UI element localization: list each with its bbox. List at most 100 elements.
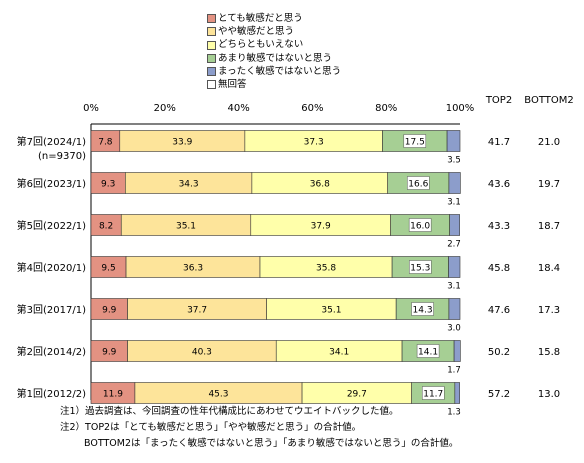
bottom2-value: 18.7 xyxy=(538,221,560,232)
legend-swatch xyxy=(207,27,216,37)
top2-value: 50.2 xyxy=(488,347,510,358)
bar-segment xyxy=(446,130,461,152)
category-label: 第3回(2017/1) xyxy=(17,303,86,316)
data-label: 34.1 xyxy=(329,348,349,358)
legend-item: とても敏感だと思う xyxy=(207,12,341,25)
top2-value: 43.3 xyxy=(488,221,510,232)
data-label: 9.3 xyxy=(101,180,115,190)
legend: とても敏感だと思う やや敏感だと思う どちらともいえない あまり敏感ではないと思… xyxy=(207,12,341,91)
data-label: 3.1 xyxy=(447,198,461,208)
data-label: 36.3 xyxy=(183,264,203,274)
data-label: 37.3 xyxy=(304,138,324,148)
footnote: BOTTOM2は「まったく敏感ではないと思う」「あまり敏感ではないと思う」の合計… xyxy=(84,438,459,449)
data-label-box xyxy=(408,218,432,232)
x-tick-label: 60% xyxy=(301,103,323,114)
data-label: 15.3 xyxy=(410,264,430,274)
bar-segment xyxy=(453,340,461,362)
category-label: 第7回(2024/1) xyxy=(17,135,86,148)
top2-value: 57.2 xyxy=(488,389,510,400)
legend-label: やや敏感だと思う xyxy=(218,26,295,38)
legend-label: 無回答 xyxy=(218,79,247,91)
category-label: 第1回(2012/2) xyxy=(17,387,86,400)
bottom2-value: 15.8 xyxy=(538,347,560,358)
legend-swatch xyxy=(207,53,216,63)
data-label: 11.7 xyxy=(423,390,443,400)
legend-item: まったく敏感ではないと思う xyxy=(207,65,341,78)
x-tick-label: 40% xyxy=(227,103,249,114)
data-label-box xyxy=(411,302,434,316)
data-label: 3.1 xyxy=(447,282,461,292)
data-label: 45.3 xyxy=(208,390,228,400)
data-label: 34.3 xyxy=(179,180,199,190)
bottom2-value: 17.3 xyxy=(538,305,560,316)
x-tick-label: 20% xyxy=(154,103,176,114)
data-label: 14.3 xyxy=(413,306,433,316)
data-label: 35.1 xyxy=(176,222,196,232)
bar-segment xyxy=(448,298,461,320)
bar-segment xyxy=(448,256,461,278)
legend-item: 無回答 xyxy=(207,78,341,91)
bottom2-value: 13.0 xyxy=(538,389,560,400)
data-label-box xyxy=(416,344,440,358)
data-label-box xyxy=(407,176,430,190)
legend-swatch xyxy=(207,14,216,24)
top2-value: 47.6 xyxy=(488,305,510,316)
top2-value: 45.8 xyxy=(488,263,510,274)
data-label: 9.9 xyxy=(102,348,117,358)
data-label: 33.9 xyxy=(172,138,192,148)
footnote: 注1）過去調査は、今回調査の性年代構成比にあわせてウエイトバックした値。 xyxy=(60,406,399,417)
footnote: 注2）TOP2は「とても敏感だと思う」「やや敏感だと思う」の合計値。 xyxy=(60,422,362,433)
data-label-box xyxy=(403,134,427,148)
data-label: 9.5 xyxy=(101,264,115,274)
legend-label: とても敏感だと思う xyxy=(218,13,303,24)
data-label-box xyxy=(421,386,445,400)
data-label: 40.3 xyxy=(192,348,212,358)
legend-label: あまり敏感ではないと思う xyxy=(218,52,333,64)
bottom2-value: 18.4 xyxy=(538,263,560,274)
data-label: 16.6 xyxy=(408,180,428,190)
top2-header: TOP2 xyxy=(485,95,512,106)
legend-label: まったく敏感ではないと思う xyxy=(218,65,342,77)
x-tick-label: 0% xyxy=(83,103,99,114)
data-label-box xyxy=(409,260,432,274)
legend-item: やや敏感だと思う xyxy=(207,25,341,38)
data-label: 37.7 xyxy=(187,306,207,316)
data-label: 3.0 xyxy=(447,324,461,334)
bar-segment xyxy=(448,172,461,194)
legend-swatch xyxy=(207,80,216,90)
data-label: 16.0 xyxy=(410,222,430,232)
data-label: 17.5 xyxy=(405,138,425,148)
legend-swatch xyxy=(207,66,216,76)
legend-item: あまり敏感ではないと思う xyxy=(207,52,341,65)
bottom2-value: 19.7 xyxy=(538,179,560,190)
data-label: 1.3 xyxy=(447,408,461,418)
legend-label: どちらともいえない xyxy=(218,39,304,51)
data-label: 29.7 xyxy=(347,390,367,400)
data-label: 11.9 xyxy=(103,390,123,400)
x-tick-label: 80% xyxy=(375,103,397,114)
bottom2-header: BOTTOM2 xyxy=(524,95,573,106)
top2-value: 43.6 xyxy=(488,179,510,190)
data-label: 1.7 xyxy=(447,366,461,376)
data-label: 7.8 xyxy=(98,138,113,148)
bar-segment xyxy=(449,214,460,236)
x-tick-label: 100% xyxy=(446,103,475,114)
category-sublabel: (n=9370) xyxy=(38,151,86,162)
bottom2-value: 21.0 xyxy=(538,137,560,148)
data-label: 2.7 xyxy=(447,240,461,250)
bar-segment xyxy=(454,382,460,404)
category-label: 第5回(2022/1) xyxy=(17,219,86,232)
data-label: 35.8 xyxy=(316,264,336,274)
data-label: 3.5 xyxy=(447,156,461,166)
category-label: 第4回(2020/1) xyxy=(17,261,86,274)
data-label: 9.9 xyxy=(102,306,117,316)
category-label: 第6回(2023/1) xyxy=(17,177,86,190)
data-label: 14.1 xyxy=(418,348,438,358)
top2-value: 41.7 xyxy=(488,137,510,148)
data-label: 8.2 xyxy=(99,222,113,232)
footnotes: 注1）過去調査は、今回調査の性年代構成比にあわせてウエイトバックした値。 注2）… xyxy=(60,404,458,452)
category-label: 第2回(2014/2) xyxy=(17,345,86,358)
legend-swatch xyxy=(207,40,216,50)
legend-item: どちらともいえない xyxy=(207,38,341,51)
